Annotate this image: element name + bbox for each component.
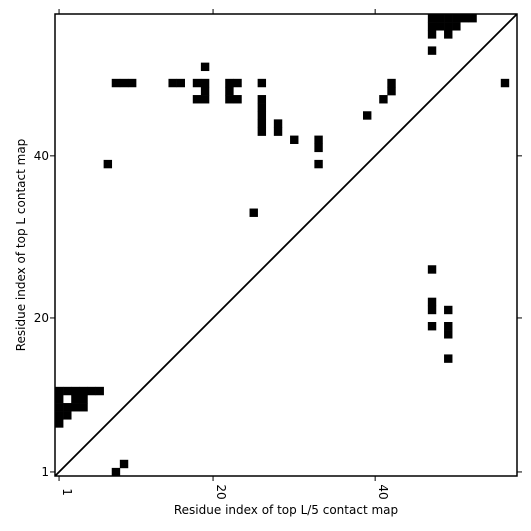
upper-contact-cell [119,78,129,88]
upper-contact-cell [273,119,283,128]
lower-contact-cell [427,322,437,331]
lower-contact-cell [95,386,104,396]
plot-frame [54,13,518,477]
lower-contact-cell [71,394,80,404]
lower-contact-cell [63,386,72,396]
upper-contact-cell [444,30,453,39]
y-axis-label: Residue index of top L contact map [14,139,28,352]
upper-contact-cell [444,22,453,31]
upper-contact-cell [314,143,323,153]
upper-contact-cell [427,14,437,23]
upper-contact-cell [387,86,396,96]
axis-ticks [50,9,522,481]
upper-contact-cell [257,95,267,104]
lower-contact-cell [87,386,96,396]
lower-contact-cell [427,297,437,307]
lower-contact-cell [444,354,453,363]
upper-contact-cell [249,208,258,217]
lower-contact-cell [63,411,72,420]
x-tick-label: 40 [376,484,390,499]
lower-contact-cell [427,265,437,274]
lower-contact-cell [444,330,453,339]
upper-contact-cell [273,127,283,136]
upper-contact-cell [257,103,267,112]
upper-contact-cell [225,86,234,96]
upper-contact-cell [192,78,202,88]
upper-contact-cell [233,95,242,104]
upper-contact-cell [192,95,202,104]
lower-contact-cell [79,403,88,412]
lower-contact-cell [111,467,121,477]
upper-contact-cell [379,95,388,104]
upper-contact-cell [314,159,323,169]
upper-contact-cell [444,14,453,23]
tick-labels: 1 20 40 1 20 40 [34,149,390,500]
upper-contact-cell [200,95,210,104]
lower-contact-cell [55,411,64,420]
lower-contact-cell [63,403,72,412]
lower-contact-cell [55,394,64,404]
upper-contact-cell [176,78,185,88]
upper-contact-cell [387,78,396,88]
upper-contact-cell [427,22,437,31]
lower-contact-cell [79,386,88,396]
x-tick-label: 1 [60,488,74,496]
upper-contact-cell [452,22,461,31]
lower-contact-cell [71,386,80,396]
upper-contact-cell [233,78,242,88]
upper-contact-cell [200,62,210,72]
upper-contact-cell [168,78,177,88]
upper-contact-cell [257,78,267,88]
lower-contact-cell [119,459,129,469]
upper-contact-cell [290,135,299,144]
upper-contact-cell [435,14,445,23]
upper-contact-cell [200,78,210,88]
lower-contact-cell [55,419,64,428]
upper-contact-cell [257,111,267,120]
lower-contact-cell [55,403,64,412]
lower-contact-cell [71,403,80,412]
upper-contact-cell [225,78,234,88]
upper-contact-cell [225,95,234,104]
upper-contact-cell [111,78,121,88]
lower-contact-cell [79,394,88,404]
x-axis-label: Residue index of top L/5 contact map [174,503,398,517]
upper-contact-cell [427,30,437,39]
upper-contact-cell [257,119,267,128]
diagonal-line [54,13,518,477]
lower-contact-cell [427,305,437,315]
y-tick-label: 1 [41,465,49,479]
upper-contact-cell [460,14,469,23]
y-tick-label: 20 [34,311,49,325]
upper-contact-cell [103,159,113,169]
upper-contact-cell [452,14,461,23]
upper-contact-cell [435,22,445,31]
lower-contact-cell [55,386,64,396]
x-tick-label: 20 [214,484,228,499]
upper-contact-cell [127,78,137,88]
upper-contact-cell [200,86,210,96]
upper-contact-cell [427,46,437,55]
lower-contact-cell [444,305,453,315]
upper-contact-cell [500,78,510,88]
lower-contact-cell [444,322,453,331]
upper-contact-cell [314,135,323,144]
upper-contact-cell [468,14,477,23]
contact-cells [55,14,510,477]
upper-contact-cell [363,111,372,120]
upper-contact-cell [257,127,267,136]
y-tick-label: 40 [34,149,49,163]
